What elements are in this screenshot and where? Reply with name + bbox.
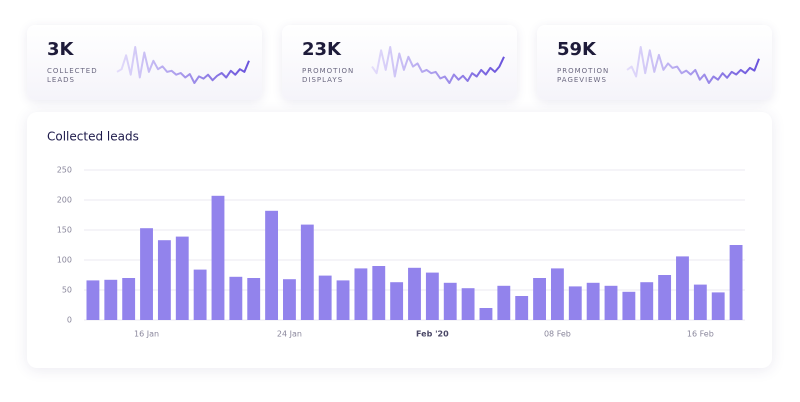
bar xyxy=(175,236,189,320)
bar xyxy=(157,240,171,320)
x-tick-label: 16 Feb xyxy=(687,330,714,339)
bar xyxy=(140,228,153,320)
x-tick-label: 24 Jan xyxy=(277,330,302,339)
y-tick-label: 150 xyxy=(57,226,72,235)
bar xyxy=(443,282,457,320)
kpi-label: COLLECTED LEADS xyxy=(47,67,98,84)
bar xyxy=(640,282,654,320)
x-tick-label: Feb '20 xyxy=(416,330,449,339)
bar xyxy=(693,284,707,320)
bar xyxy=(300,224,314,320)
bar xyxy=(604,285,618,320)
kpi-value: 3K xyxy=(47,39,74,60)
bar xyxy=(283,279,296,320)
bar xyxy=(354,268,368,320)
bar xyxy=(318,275,332,320)
bar xyxy=(265,210,279,320)
bar xyxy=(550,268,564,320)
bar xyxy=(104,279,118,320)
bar xyxy=(568,286,582,320)
bar xyxy=(425,272,439,320)
sparkline-chart xyxy=(371,46,505,84)
bar xyxy=(479,308,493,320)
sparkline xyxy=(116,46,250,84)
kpi-card: 23K PROMOTION DISPLAYS xyxy=(282,25,517,100)
sparkline-chart xyxy=(116,46,250,84)
bar xyxy=(658,275,672,320)
kpi-card: 3K COLLECTED LEADS xyxy=(27,25,262,100)
bar xyxy=(193,269,207,320)
y-tick-label: 200 xyxy=(57,196,72,205)
y-tick-label: 0 xyxy=(67,316,72,325)
sparkline xyxy=(626,46,760,84)
bar xyxy=(711,292,725,320)
bar xyxy=(729,245,743,320)
bar xyxy=(86,280,100,320)
bar xyxy=(622,291,636,320)
kpi-value: 59K xyxy=(557,39,596,60)
bar xyxy=(533,278,546,320)
kpi-card: 59K PROMOTION PAGEVIEWS xyxy=(537,25,772,100)
bar xyxy=(122,278,136,320)
chart-card: Collected leads 0 50 100 150 200 250 16 Jan 24 … xyxy=(27,112,772,368)
kpi-label: PROMOTION DISPLAYS xyxy=(302,67,355,84)
bar xyxy=(390,282,404,320)
kpi-label: PROMOTION PAGEVIEWS xyxy=(557,67,610,84)
x-tick-label: 08 Feb xyxy=(544,330,571,339)
bar xyxy=(372,266,386,320)
sparkline-chart xyxy=(626,46,760,84)
bar xyxy=(229,276,243,320)
bar xyxy=(586,282,600,320)
y-tick-label: 50 xyxy=(62,286,72,295)
y-tick-label: 250 xyxy=(57,166,72,175)
chart-title: Collected leads xyxy=(47,130,139,144)
kpi-value: 23K xyxy=(302,39,341,60)
bar xyxy=(211,195,225,320)
bar xyxy=(408,267,421,320)
bar xyxy=(515,296,529,320)
bar xyxy=(497,285,511,320)
x-tick-label: 16 Jan xyxy=(134,330,159,339)
bar xyxy=(461,288,475,320)
bar xyxy=(676,256,689,320)
sparkline xyxy=(371,46,505,84)
y-tick-label: 100 xyxy=(57,256,72,265)
chart: Collected leads 0 50 100 150 200 250 16 Jan 24 … xyxy=(47,130,745,339)
bar xyxy=(247,278,261,320)
bar xyxy=(336,280,350,320)
